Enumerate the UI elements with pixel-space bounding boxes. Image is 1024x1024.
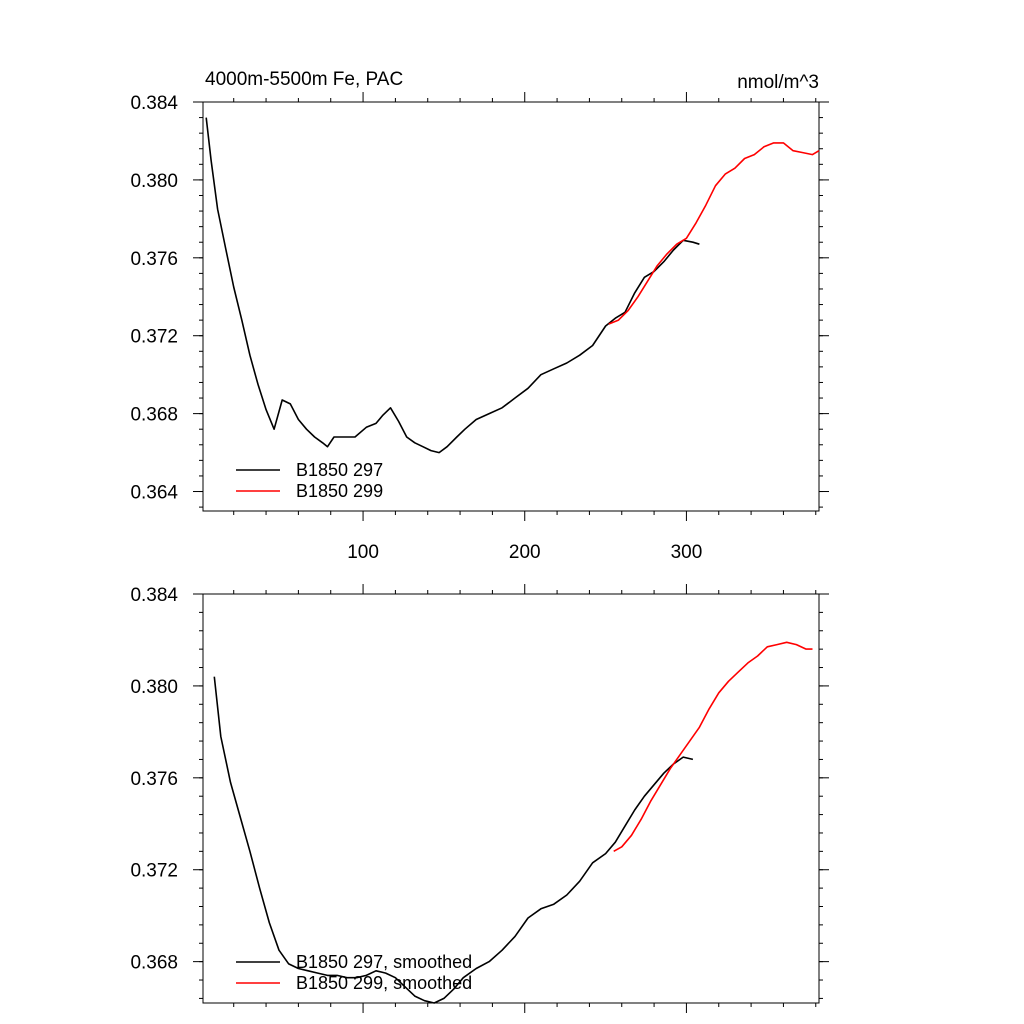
x-tick-label: 100	[347, 542, 379, 563]
y-tick-label: 0.376	[130, 769, 178, 790]
y-tick-label: 0.380	[130, 171, 178, 192]
y-tick-label: 0.372	[130, 861, 178, 882]
y-tick-label: 0.372	[130, 327, 178, 348]
series-line-1	[213, 676, 694, 1004]
y-tick-label: 0.376	[130, 249, 178, 270]
series-line-1	[205, 117, 700, 454]
chart-title: 4000m-5500m Fe, PAC	[205, 69, 403, 90]
tick-group: 0.368 0.372 0.376 0.380 0.384	[130, 584, 829, 1013]
series-group	[205, 117, 820, 454]
series-line-2	[613, 641, 813, 852]
y-tick-label: 0.384	[130, 93, 178, 114]
y-tick-label: 0.380	[130, 677, 178, 698]
legend-label: B1850 299	[296, 481, 383, 501]
tick-group: 0.364 0.368 0.372 0.376 0.380 0.384 100 200 300	[130, 92, 829, 563]
chart-panel-bottom: 0.368 0.372 0.376 0.380 0.384 B1850 297, smo…	[130, 584, 829, 1013]
y-tick-label: 0.368	[130, 405, 178, 426]
legend-label: B1850 299, smoothed	[296, 973, 472, 993]
series-line-2	[608, 142, 820, 325]
legend-label: B1850 297, smoothed	[296, 952, 472, 972]
chart-panel-top: 4000m-5500m Fe, PAC nmol/m^3 0.3640.3680…	[130, 69, 829, 563]
plot-frame	[202, 593, 820, 1004]
y-tick-label: 0.384	[130, 585, 178, 606]
series-group	[213, 641, 813, 1004]
y-tick-label: 0.364	[130, 483, 178, 504]
legend-label: B1850 297	[296, 460, 383, 480]
x-tick-label: 200	[509, 542, 541, 563]
x-tick-label: 300	[671, 542, 703, 563]
y-tick-label: 0.368	[130, 953, 178, 974]
chart-units: nmol/m^3	[737, 72, 819, 93]
plot-frame	[202, 101, 820, 512]
